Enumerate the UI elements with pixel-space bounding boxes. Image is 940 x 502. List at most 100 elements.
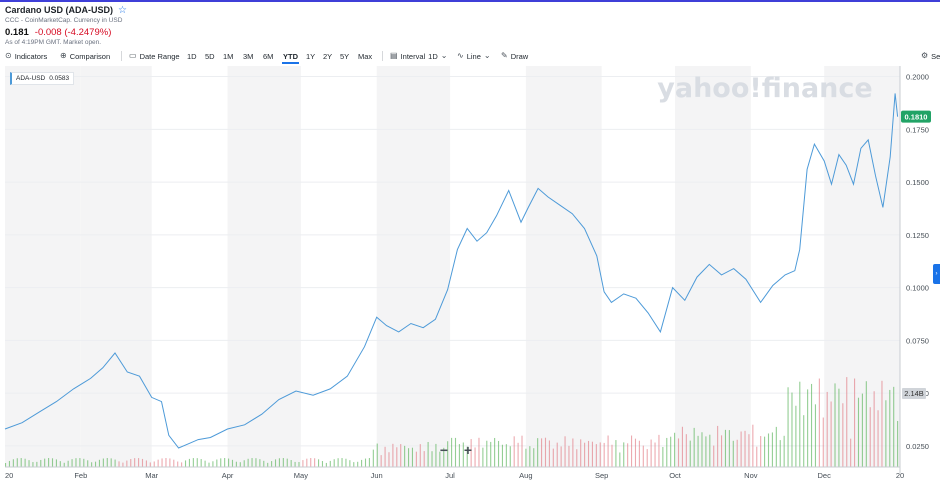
volume-bar — [36, 461, 38, 467]
y-tick-label: 0.1250 — [906, 231, 929, 240]
volume-bar — [736, 439, 738, 467]
volume-bar — [541, 438, 543, 467]
zoom-controls: − + — [437, 443, 475, 457]
y-tick-label: 0.1000 — [906, 284, 929, 293]
volume-bar — [834, 383, 836, 467]
price-line — [4, 93, 899, 449]
volume-bar — [627, 443, 629, 467]
volume-bar — [584, 442, 586, 467]
date-range-button[interactable]: ▭ Date Range — [129, 49, 180, 63]
volume-bar — [314, 458, 316, 467]
range-3m[interactable]: 3M — [243, 51, 254, 61]
volume-bar — [20, 458, 22, 467]
volume-bar — [310, 458, 312, 467]
range-1y[interactable]: 1Y — [306, 51, 316, 61]
volume-bar — [560, 446, 562, 467]
comparison-button[interactable]: ⊕ Comparison — [60, 49, 110, 63]
chevron-down-icon: ⌄ — [440, 51, 448, 60]
chart-type-dropdown[interactable]: ∿ Line ⌄ — [457, 49, 491, 63]
volume-bar — [783, 435, 785, 467]
draw-button[interactable]: ✎ Draw — [501, 49, 528, 63]
volume-bar — [255, 458, 257, 467]
volume-bar — [196, 458, 198, 467]
yahoo-finance-watermark: yahoo!finance — [657, 73, 872, 104]
volume-bar — [850, 438, 852, 467]
volume-bar — [114, 459, 116, 467]
star-icon[interactable]: ☆ — [118, 4, 127, 16]
range-6m[interactable]: 6M — [263, 51, 274, 61]
volume-bar — [204, 460, 206, 467]
range-1m[interactable]: 1M — [223, 51, 234, 61]
volume-bar — [728, 430, 730, 467]
volume-bar — [349, 460, 351, 467]
gear-icon: ⚙ — [921, 51, 929, 60]
volume-bar — [423, 451, 425, 467]
month-band — [227, 66, 301, 467]
volume-bar — [122, 462, 124, 467]
range-max[interactable]: Max — [358, 51, 373, 61]
chevron-right-icon: › — [935, 271, 938, 277]
volume-bar — [591, 441, 593, 467]
volume-bar — [415, 451, 417, 467]
volume-bar — [599, 442, 601, 467]
quote-timestamp: As of 4:19PM GMT. Market open. — [5, 39, 102, 46]
volume-bar — [251, 458, 253, 467]
range-5d[interactable]: 5D — [205, 51, 215, 61]
volume-bar — [357, 461, 359, 467]
x-tick-label: Apr — [222, 471, 234, 480]
volume-bar — [752, 424, 754, 467]
side-panel-toggle[interactable]: › — [933, 264, 940, 284]
volume-bar — [740, 431, 742, 467]
volume-bar — [717, 425, 719, 467]
series-legend[interactable]: ADA-USD 0.0583 — [10, 72, 75, 85]
volume-bar — [795, 405, 797, 467]
volume-bar — [247, 458, 249, 467]
range-1d[interactable]: 1D — [187, 51, 197, 61]
x-tick-label: May — [294, 471, 308, 480]
volume-bar — [24, 458, 26, 467]
volume-bar — [779, 440, 781, 467]
volume-bar — [216, 459, 218, 467]
settings-button[interactable]: ⚙ Se — [921, 49, 940, 63]
volume-bar — [16, 458, 18, 467]
chart-toolbar: ⊙ Indicators ⊕ Comparison ▭ Date Range 1… — [0, 49, 940, 64]
volume-bar — [286, 458, 288, 467]
volume-bar — [693, 427, 695, 467]
volume-bar — [271, 461, 273, 467]
indicators-button[interactable]: ⊙ Indicators — [5, 49, 47, 63]
volume-bar — [544, 437, 547, 467]
volume-bar — [681, 426, 683, 467]
volume-bar — [188, 458, 190, 467]
volume-bar — [380, 455, 382, 467]
volume-bar — [177, 461, 179, 467]
volume-bar — [732, 440, 734, 467]
volume-bar — [505, 444, 507, 467]
volume-bar — [564, 436, 566, 467]
top-accent-line — [0, 0, 940, 2]
range-5y[interactable]: 5Y — [340, 51, 350, 61]
indicators-icon: ⊙ — [5, 51, 12, 60]
volume-bar — [889, 389, 891, 467]
volume-bar — [361, 459, 363, 467]
volume-bar — [110, 458, 112, 467]
price-chart[interactable]: yahoo!finance 0.2000 0.1750 0.1500 0.1250 0.… — [0, 64, 940, 502]
interval-dropdown[interactable]: ▤ Interval 1D ⌄ — [390, 49, 447, 63]
quote-header: Cardano USD (ADA-USD) ☆ CCC - CoinMarket… — [5, 5, 127, 46]
x-tick-label: Oct — [669, 471, 682, 480]
range-2y[interactable]: 2Y — [323, 51, 333, 61]
volume-bar — [478, 437, 480, 467]
range-ytd[interactable]: YTD — [282, 49, 299, 64]
volume-bar — [94, 461, 97, 467]
volume-bar — [376, 443, 378, 467]
volume-bar — [556, 442, 558, 467]
zoom-out-button[interactable]: − — [439, 442, 449, 458]
volume-bar — [662, 447, 664, 467]
volume-bar — [810, 383, 813, 467]
volume-bar — [145, 460, 147, 467]
volume-bar — [587, 440, 590, 467]
interval-icon: ▤ — [390, 51, 398, 60]
x-tick-label: Nov — [744, 471, 758, 480]
quote-title: Cardano USD (ADA-USD) — [5, 5, 113, 15]
zoom-in-button[interactable]: + — [463, 442, 473, 458]
volume-bar — [701, 432, 703, 467]
